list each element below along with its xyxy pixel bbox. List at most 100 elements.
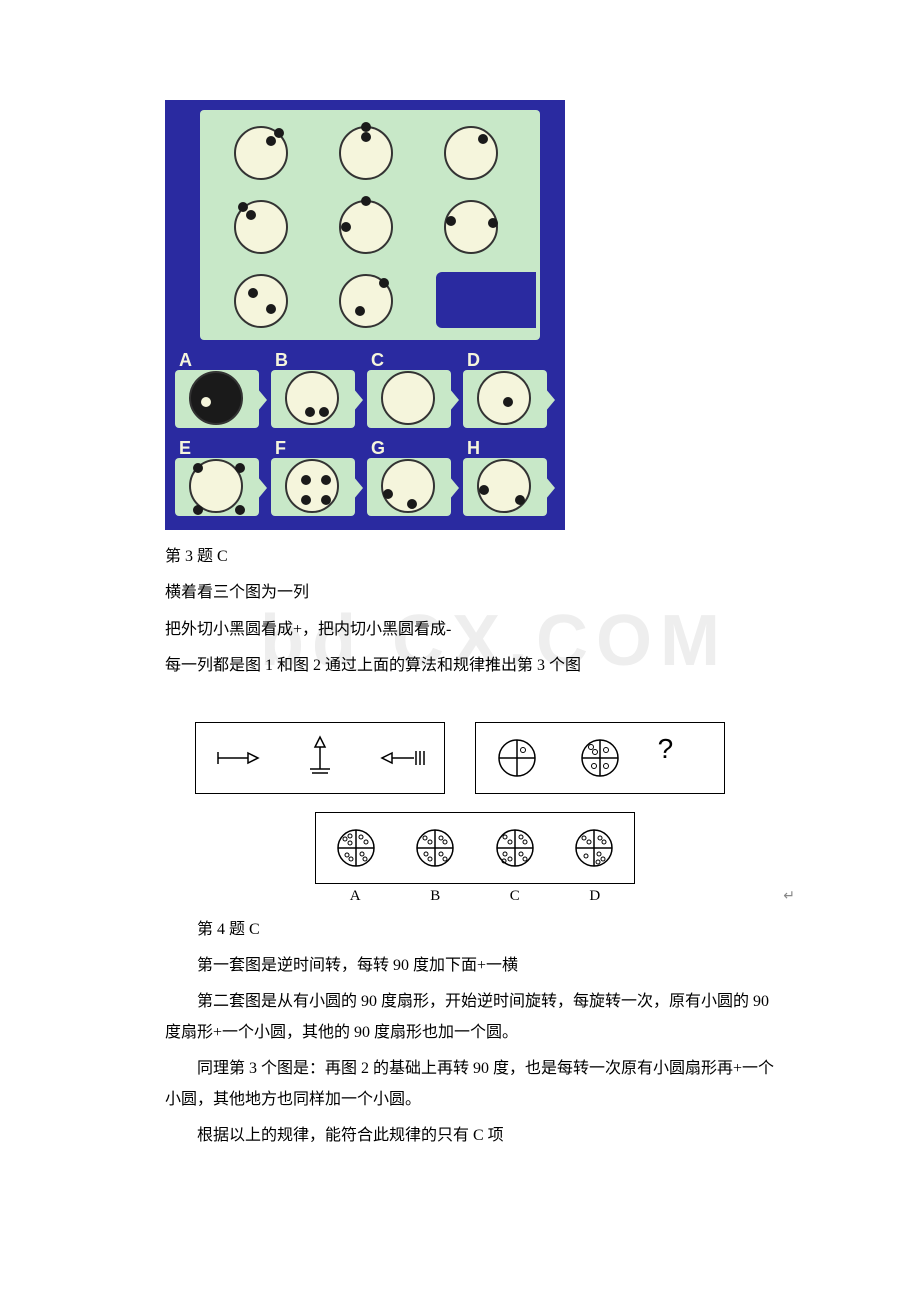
outer-dot xyxy=(379,278,389,288)
q4-rule-4: 根据以上的规律，能符合此规律的只有 C 项 xyxy=(165,1121,775,1151)
option-label-d: D xyxy=(589,888,600,905)
outer-dot xyxy=(274,128,284,138)
option-label-a: A xyxy=(350,888,361,905)
outer-dot xyxy=(235,505,245,515)
option-label: A xyxy=(179,350,192,371)
grid-cell xyxy=(440,122,502,184)
option-cell: A xyxy=(175,350,265,432)
inner-dot xyxy=(246,210,256,220)
option-c-glyph xyxy=(490,823,540,873)
puzzle-2-options-wrap xyxy=(195,812,755,884)
inner-dot xyxy=(319,407,329,417)
outer-dot xyxy=(235,463,245,473)
puzzle-2-options-panel xyxy=(315,812,635,884)
q3-rule-3: 每一列都是图 1 和图 2 通过上面的算法和规律推出第 3 个图 xyxy=(165,651,775,681)
q3-answer-line: 第 3 题 C xyxy=(165,542,775,572)
outer-dot xyxy=(361,196,371,206)
inner-dot xyxy=(305,407,315,417)
inner-dot xyxy=(407,499,417,509)
inner-dot xyxy=(301,495,311,505)
big-circle xyxy=(381,371,435,425)
grid-cell xyxy=(335,122,397,184)
option-label-c: C xyxy=(510,888,520,905)
inner-dot xyxy=(301,475,311,485)
glyph-circle-1 xyxy=(492,733,542,783)
grid-cell xyxy=(230,196,292,258)
puzzle-1-options: A B C D E F G H xyxy=(175,350,555,526)
option-box xyxy=(367,458,451,516)
puzzle-2-top-row: ? xyxy=(195,722,755,794)
option-cell: D xyxy=(463,350,553,432)
big-circle xyxy=(234,274,288,328)
q4-rule-1: 第一套图是逆时间转，每转 90 度加下面+一横 xyxy=(165,951,775,981)
puzzle-2-right-panel: ? xyxy=(475,722,725,794)
big-circle xyxy=(189,371,243,425)
outer-dot xyxy=(488,218,498,228)
option-a-glyph xyxy=(331,823,381,873)
inner-dot xyxy=(355,306,365,316)
glyph-arrow-2 xyxy=(295,733,345,783)
option-cell: G xyxy=(367,438,457,520)
grid-cell xyxy=(230,270,292,332)
document-content: A B C D E F G H 第 3 题 C 横着看三个图为一列 把外切小黑圆看成+，把内切… xyxy=(165,100,775,1151)
puzzle-2-left-panel xyxy=(195,722,445,794)
option-label: D xyxy=(467,350,480,371)
grid-cell xyxy=(440,196,502,258)
q4-rule-3: 同理第 3 个图是：再图 2 的基础上再转 90 度，也是每转一次原有小圆扇形再… xyxy=(165,1054,775,1115)
option-cell: C xyxy=(367,350,457,432)
option-label: B xyxy=(275,350,288,371)
glyph-circle-2 xyxy=(575,733,625,783)
inner-dot xyxy=(503,397,513,407)
q3-rule-2: 把外切小黑圆看成+，把内切小黑圆看成- xyxy=(165,615,775,645)
q4-answer-line: 第 4 题 C xyxy=(165,915,775,945)
option-box xyxy=(271,458,355,516)
question-mark: ? xyxy=(658,733,708,783)
puzzle-1-grid xyxy=(200,110,540,340)
option-b-glyph xyxy=(410,823,460,873)
big-circle xyxy=(285,459,339,513)
inner-dot xyxy=(248,288,258,298)
option-cell: F xyxy=(271,438,361,520)
inner-dot xyxy=(321,495,331,505)
inner-dot xyxy=(321,475,331,485)
glyph-arrow-3 xyxy=(378,733,428,783)
option-cell: B xyxy=(271,350,361,432)
option-box xyxy=(463,458,547,516)
grid-cell xyxy=(335,196,397,258)
option-label: G xyxy=(371,438,385,459)
explanation-block-1: 第 3 题 C 横着看三个图为一列 把外切小黑圆看成+，把内切小黑圆看成- 每一… xyxy=(165,542,775,682)
option-box xyxy=(175,370,259,428)
option-label: F xyxy=(275,438,286,459)
return-symbol-icon: ↵ xyxy=(783,888,795,905)
outer-dot xyxy=(446,216,456,226)
inner-dot xyxy=(361,132,371,142)
q3-rule-1: 横着看三个图为一列 xyxy=(165,578,775,608)
option-cell: H xyxy=(463,438,553,520)
grid-cell xyxy=(230,122,292,184)
missing-cell xyxy=(436,272,536,328)
option-label: E xyxy=(179,438,191,459)
inner-dot xyxy=(266,304,276,314)
outer-dot xyxy=(193,505,203,515)
option-label: H xyxy=(467,438,480,459)
option-box xyxy=(175,458,259,516)
option-label: C xyxy=(371,350,384,371)
big-circle xyxy=(444,126,498,180)
option-box xyxy=(367,370,451,428)
outer-dot xyxy=(383,489,393,499)
inner-dot xyxy=(201,397,211,407)
puzzle-2-option-labels: A B C D xyxy=(315,888,635,905)
outer-dot xyxy=(341,222,351,232)
option-cell: E xyxy=(175,438,265,520)
grid-cell xyxy=(335,270,397,332)
puzzle-2-container: ? A B C D xyxy=(195,722,755,905)
outer-dot xyxy=(479,485,489,495)
option-label-b: B xyxy=(430,888,440,905)
option-d-glyph xyxy=(569,823,619,873)
inner-dot xyxy=(478,134,488,144)
glyph-arrow-1 xyxy=(212,733,262,783)
q4-rule-2: 第二套图是从有小圆的 90 度扇形，开始逆时间旋转，每旋转一次，原有小圆的 90… xyxy=(165,987,775,1048)
inner-dot xyxy=(515,495,525,505)
outer-dot xyxy=(361,122,371,132)
option-box xyxy=(271,370,355,428)
